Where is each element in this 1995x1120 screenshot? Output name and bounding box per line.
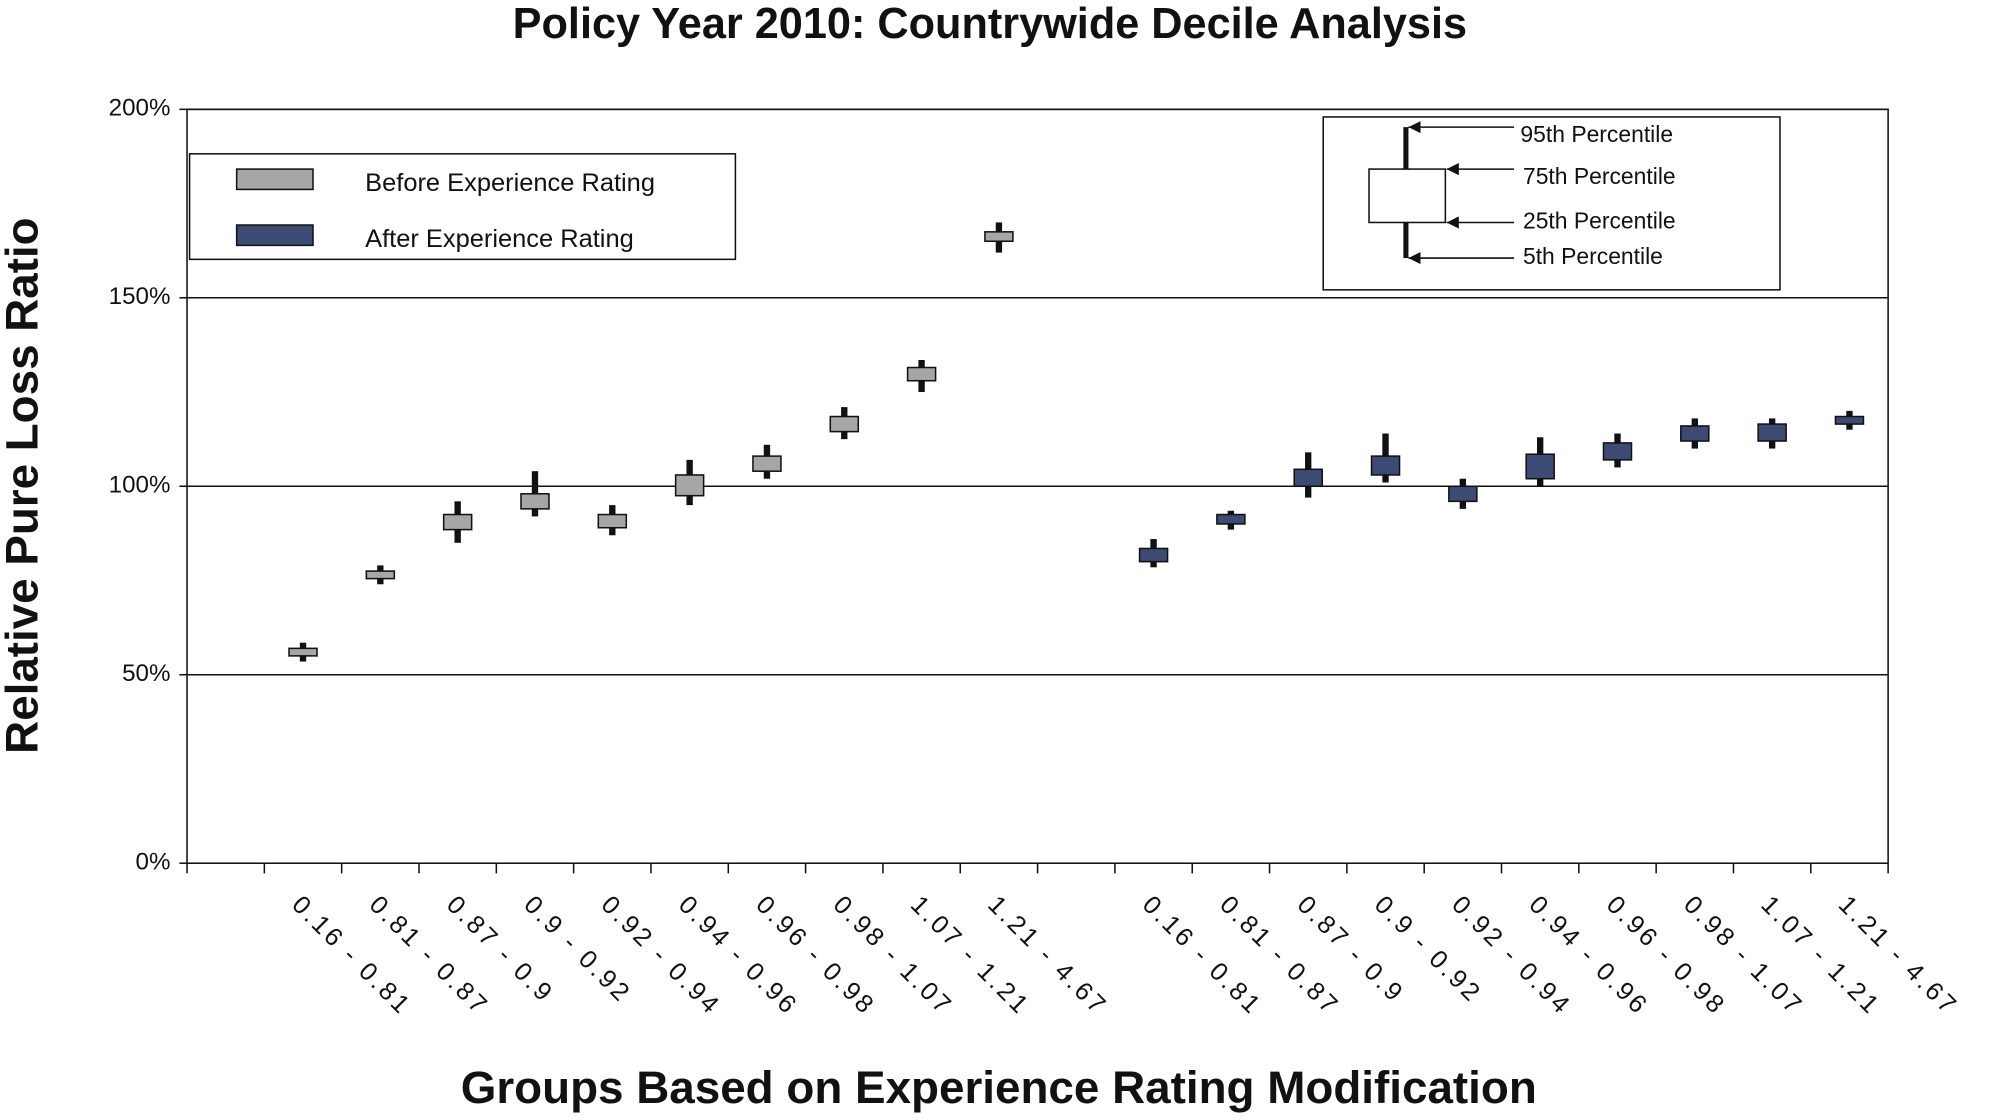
legend-swatch (235, 224, 314, 247)
x-axis-label: Groups Based on Experience Rating Modifi… (461, 1062, 1537, 1113)
box (288, 647, 318, 657)
box (752, 455, 782, 472)
y-tick-label: 0% (136, 849, 171, 876)
box (829, 415, 860, 433)
key-label: 75th Percentile (1523, 163, 1676, 189)
box (1138, 547, 1169, 563)
box (1293, 468, 1323, 488)
legend-label: After Experience Rating (365, 225, 634, 253)
percentile-key: 95th Percentile 75th Percentile 25th Per… (1322, 116, 1781, 291)
box (1525, 453, 1555, 480)
box (1834, 415, 1865, 425)
key-label: 95th Percentile (1520, 121, 1673, 147)
y-tick-label: 200% (109, 95, 171, 122)
box (1216, 513, 1246, 525)
key-box (1368, 168, 1447, 224)
y-tick-label: 150% (109, 283, 171, 310)
box (442, 513, 473, 531)
legend-label: Before Experience Rating (365, 169, 655, 197)
y-axis-label: Relative Pure Loss Ratio (0, 217, 48, 753)
key-label: 25th Percentile (1523, 208, 1676, 234)
box (520, 493, 550, 510)
box (1602, 442, 1633, 461)
box (906, 366, 937, 382)
box (365, 570, 396, 580)
box (1370, 455, 1401, 476)
box (1680, 425, 1710, 442)
box (674, 474, 705, 497)
legend-swatch (235, 168, 314, 191)
box (597, 513, 628, 529)
box (1448, 485, 1478, 503)
key-label: 5th Percentile (1523, 243, 1663, 269)
box (984, 231, 1014, 243)
y-tick-label: 50% (122, 660, 170, 687)
box (1757, 423, 1787, 442)
legend: Before Experience Rating After Experience… (188, 153, 737, 261)
chart-title: Policy Year 2010: Countrywide Decile Ana… (513, 0, 1467, 48)
y-tick-label: 100% (109, 472, 171, 499)
